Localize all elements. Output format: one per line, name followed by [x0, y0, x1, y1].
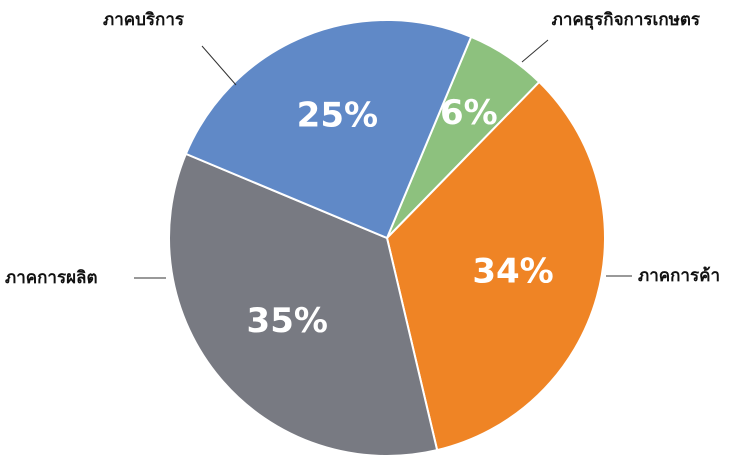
pie-slice — [168, 152, 439, 457]
category-label: ภาคการผลิต — [5, 268, 98, 288]
value-label: 35% — [247, 301, 328, 341]
value-label: 6% — [440, 93, 498, 133]
category-label: ภาคธุรกิจการเกษตร — [552, 10, 701, 30]
leader-line — [201, 45, 237, 86]
pie-slice — [184, 19, 473, 240]
category-label: ภาคบริการ — [103, 10, 185, 30]
category-label: ภาคการค้า — [638, 266, 720, 286]
leader-line — [521, 39, 549, 63]
value-label: 25% — [297, 95, 378, 135]
pie-slice — [385, 80, 606, 452]
value-label: 34% — [472, 251, 553, 291]
